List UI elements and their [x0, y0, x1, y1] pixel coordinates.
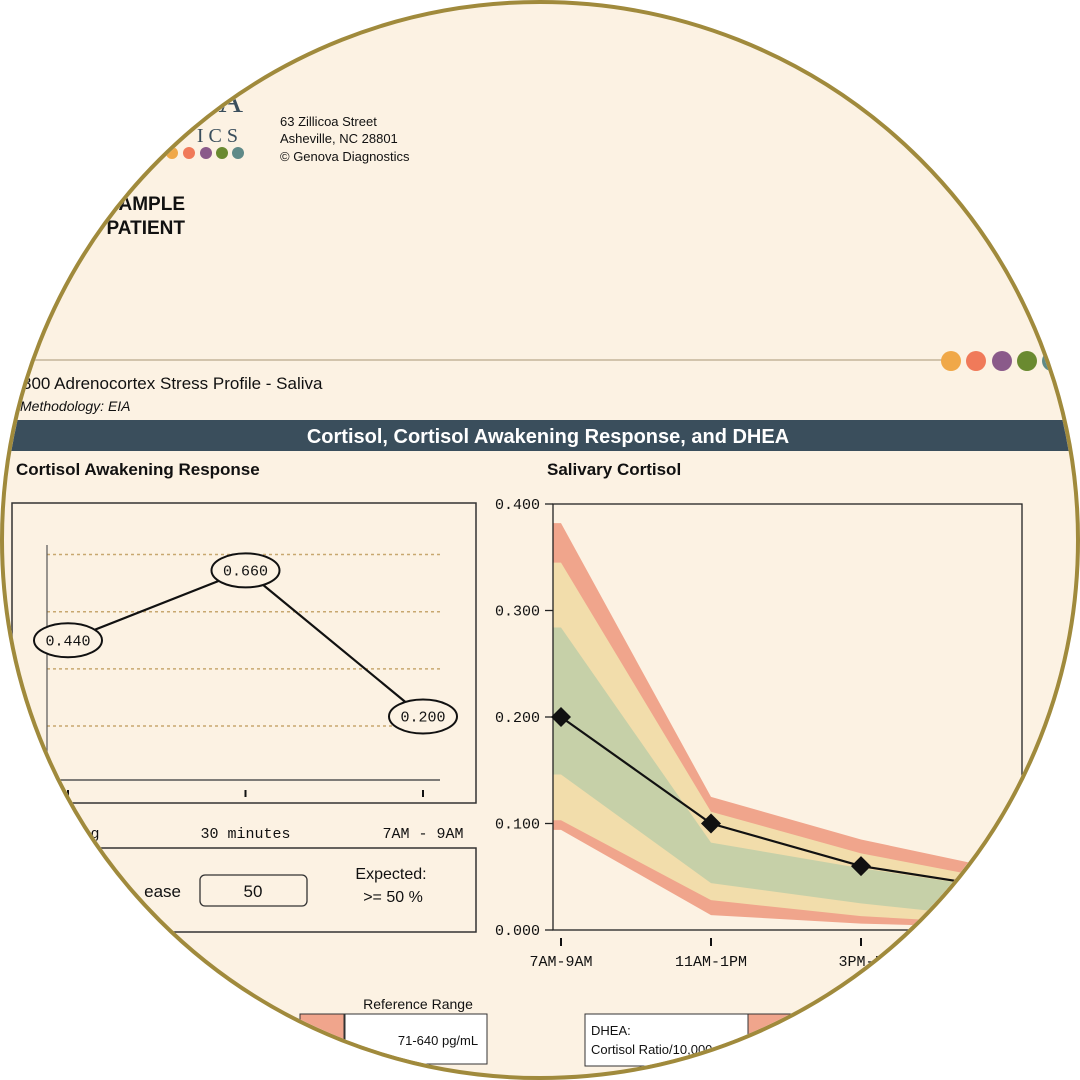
value-marker — [33, 622, 103, 659]
logo-dots — [166, 147, 244, 159]
value-label: 0.660 — [223, 563, 268, 580]
patient-line: AMPLE — [119, 194, 186, 215]
profile-specimen: - Saliva — [261, 374, 323, 393]
banner-title: Cortisol, Cortisol Awakening Response, a… — [307, 426, 789, 448]
value-marker — [210, 552, 281, 589]
x-tick-label: 11AM-1PM — [675, 954, 747, 971]
value-marker — [388, 698, 458, 735]
banner — [8, 420, 1072, 451]
reference-header: Reference Range — [363, 996, 473, 1012]
increase-value: 50 — [244, 882, 263, 901]
expected-label: Expected: — [355, 866, 426, 883]
data-point — [701, 813, 721, 834]
increase-label: ease — [144, 882, 181, 901]
y-tick-label: 0.300 — [495, 604, 540, 621]
x-tick-label: 30 minutes — [200, 826, 290, 843]
chart-title: Salivary Cortisol — [547, 460, 681, 479]
profile-name: 300 Adrenocortex Stress Profile — [22, 374, 261, 393]
patient-line: PATIENT — [107, 218, 186, 239]
dhea-ratio-label: Cortisol Ratio/10,000 — [591, 1042, 712, 1057]
value-label: 0.200 — [400, 709, 445, 726]
reference-range: 71-640 pg/mL — [398, 1033, 478, 1048]
increase-field — [199, 874, 308, 907]
address-line: © Genova Diagnostics — [280, 149, 410, 164]
y-tick-label: 0.200 — [495, 710, 540, 727]
data-line — [67, 569, 424, 718]
car-frame — [11, 502, 477, 804]
expected-value: >= 50 % — [363, 889, 423, 906]
address-line: Asheville, NC 28801 — [280, 131, 398, 146]
x-tick-label: g — [90, 826, 99, 843]
logo-bottom: ICS — [197, 125, 243, 147]
x-tick-label: 7AM-9AM — [529, 954, 592, 971]
y-tick-label: 0.100 — [495, 817, 540, 834]
methodology: Methodology: EIA — [20, 398, 131, 414]
x-tick-label: 7AM - 9AM — [382, 826, 463, 843]
y-tick-label: 0.400 — [495, 497, 540, 514]
chart-title: Cortisol Awakening Response — [16, 460, 260, 479]
dhea-box — [584, 1013, 751, 1067]
reference-band — [553, 627, 1011, 920]
value-label: 0.440 — [45, 633, 90, 650]
data-point — [851, 856, 871, 877]
rule-dots — [941, 351, 1062, 371]
logo-top: A — [218, 83, 243, 120]
range-bar — [747, 1013, 809, 1041]
dhea-label: DHEA: — [591, 1023, 631, 1038]
y-tick-label: 0.000 — [495, 923, 540, 940]
address-line: 63 Zillicoa Street — [280, 114, 377, 129]
range-bar — [299, 1013, 345, 1041]
profile-title: 300 Adrenocortex Stress Profile - Saliva — [22, 374, 323, 393]
data-point — [551, 707, 571, 727]
increase-box — [59, 847, 477, 933]
data-line — [560, 716, 1012, 891]
reference-box — [344, 1013, 488, 1065]
data-point — [1001, 879, 1021, 900]
x-tick-label: 3PM-5 — [838, 954, 883, 971]
